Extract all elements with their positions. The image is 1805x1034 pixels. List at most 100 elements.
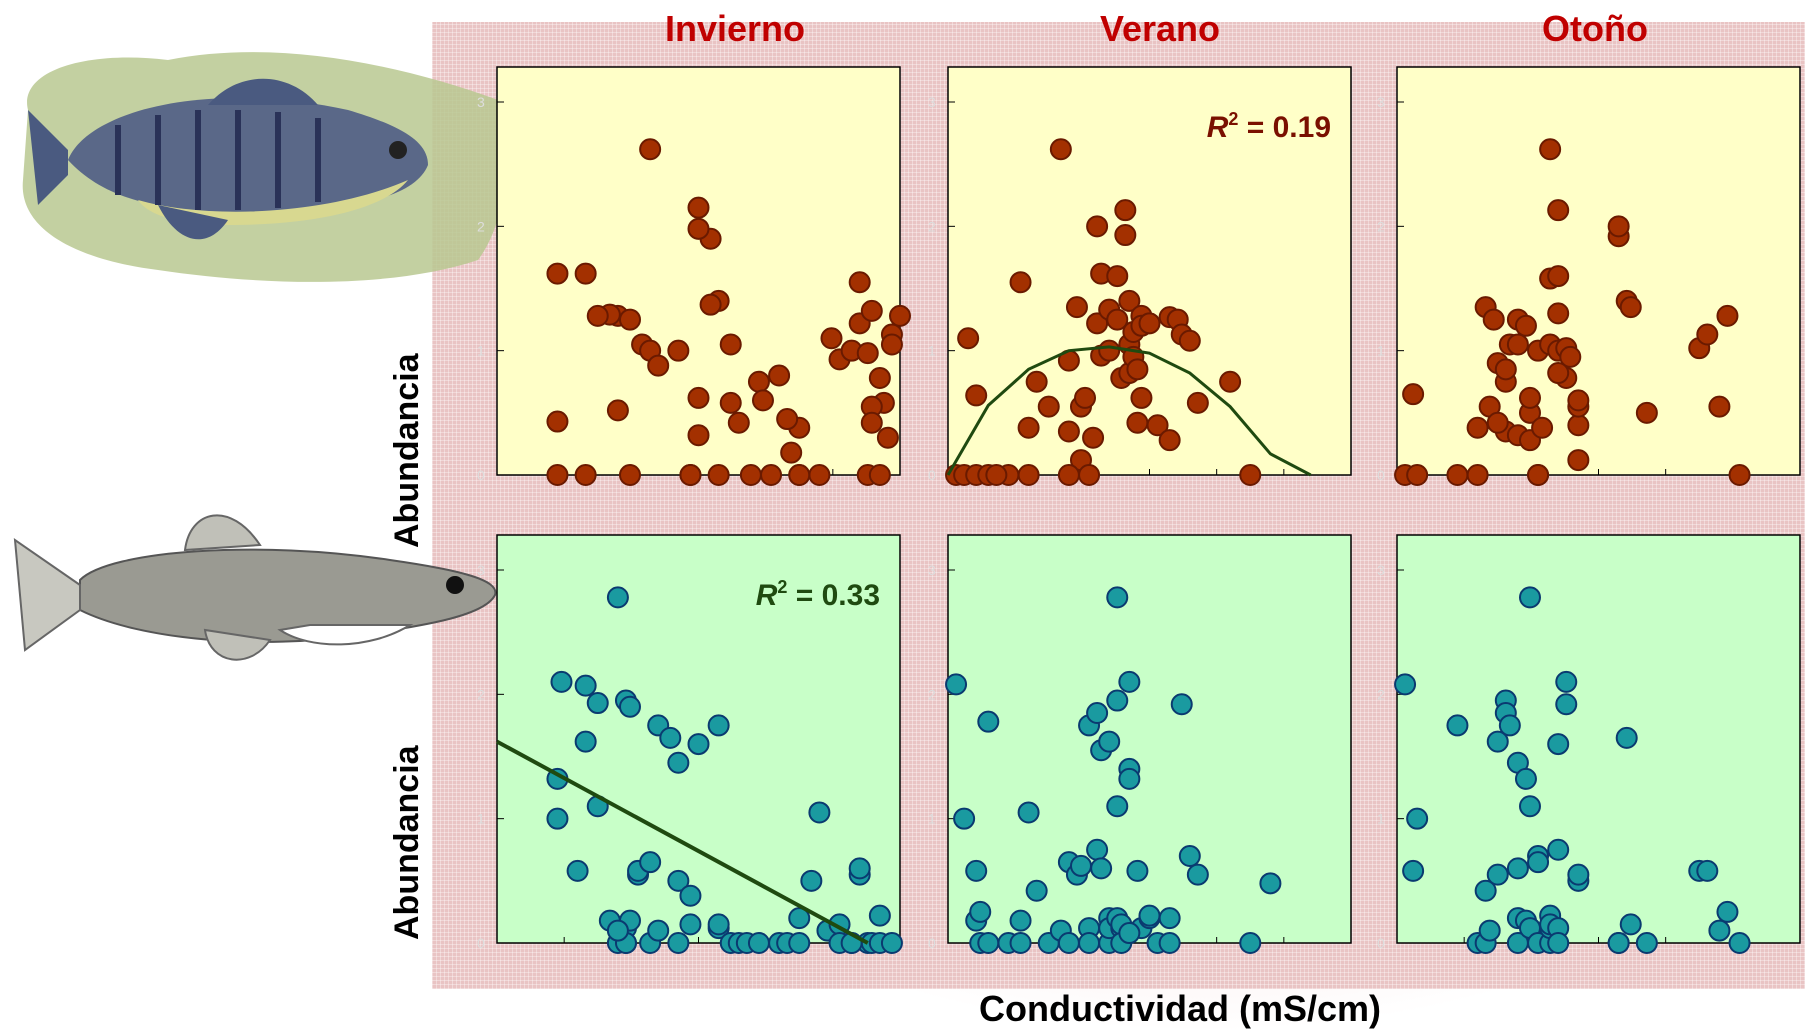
data-point [860, 411, 883, 434]
data-point [1106, 308, 1129, 331]
data-point [1486, 863, 1509, 886]
y-tick-label: 1 [477, 811, 485, 827]
data-point [667, 869, 690, 892]
data-point [1506, 333, 1529, 356]
gray-fish-illustration [13, 514, 497, 661]
data-point [1402, 383, 1425, 406]
data-point [953, 807, 976, 830]
data-point [1186, 391, 1209, 414]
data-point [1178, 844, 1201, 867]
data-point [1158, 932, 1181, 954]
y-tick-label: 3 [477, 94, 485, 110]
data-point [880, 333, 903, 356]
data-point [1486, 411, 1509, 434]
data-point [1547, 838, 1570, 861]
data-point [1025, 370, 1048, 393]
data-point [808, 464, 831, 486]
data-point [1098, 730, 1121, 753]
data-point [889, 304, 911, 327]
data-point [760, 464, 783, 486]
data-point [687, 424, 710, 447]
y-tick-label: 1 [1377, 343, 1385, 359]
x-axis-label: Conductividad (mS/cm) [978, 988, 1382, 1029]
data-point [1138, 904, 1161, 927]
data-point [747, 370, 770, 393]
data-point [848, 857, 871, 880]
data-point [1239, 932, 1262, 954]
data-point [687, 217, 710, 240]
data-point [1146, 414, 1169, 437]
y-tick-label: 2 [477, 686, 485, 702]
y-tick-label: 3 [928, 94, 936, 110]
data-point [1567, 449, 1590, 472]
data-point [1239, 464, 1262, 486]
data-point [1057, 420, 1080, 443]
y-tick-label: 0 [477, 467, 485, 483]
data-point [1506, 857, 1529, 880]
data-point [1567, 863, 1590, 886]
data-point [574, 730, 597, 753]
data-point [1170, 693, 1193, 716]
data-point [1547, 733, 1570, 756]
data-point [667, 339, 690, 362]
data-point [1082, 426, 1105, 449]
data-point [1635, 932, 1658, 954]
data-point [1607, 932, 1630, 954]
data-point [1017, 416, 1040, 439]
data-point [566, 859, 589, 882]
data-point [1518, 586, 1541, 609]
data-point [1619, 296, 1642, 319]
data-point [1567, 414, 1590, 437]
data-point [1090, 857, 1113, 880]
data-point [788, 464, 811, 486]
y-tick-label: 3 [477, 562, 485, 578]
data-point [1009, 271, 1032, 294]
data-point [1049, 138, 1072, 161]
y-tick-label: 2 [928, 218, 936, 234]
data-point [1696, 323, 1719, 346]
data-point [1158, 907, 1181, 930]
data-point [1466, 464, 1489, 486]
data-point [1106, 586, 1129, 609]
data-point [1607, 215, 1630, 238]
data-point [546, 807, 569, 830]
striped-killifish-illustration [22, 52, 507, 282]
data-point [1615, 726, 1638, 749]
data-point [1547, 265, 1570, 288]
data-point [546, 410, 569, 433]
r-squared-annotation: R2 = 0.33 [756, 577, 880, 612]
data-point [1716, 304, 1739, 327]
data-point [1086, 838, 1109, 861]
data-point [780, 441, 803, 464]
data-point [1118, 670, 1141, 693]
data-point [945, 673, 968, 696]
data-point [1037, 395, 1060, 418]
data-point [1498, 714, 1521, 737]
data-point [618, 464, 641, 486]
y-tick-label: 3 [928, 562, 936, 578]
data-point [1017, 464, 1040, 486]
data-point [1118, 289, 1141, 312]
data-point [1057, 932, 1080, 954]
data-point [1057, 464, 1080, 486]
data-point [1696, 859, 1719, 882]
data-point [1114, 199, 1137, 222]
data-point [1716, 900, 1739, 923]
data-point [880, 932, 903, 954]
panel-top-3 [1396, 66, 1801, 476]
data-point [719, 333, 742, 356]
panel-bottom-3 [1396, 534, 1801, 944]
data-point [707, 714, 730, 737]
data-point [1527, 464, 1550, 486]
y-tick-label: 0 [1377, 467, 1385, 483]
y-tick-label: 2 [1377, 218, 1385, 234]
data-point [719, 391, 742, 414]
data-point [1527, 851, 1550, 874]
data-point [1555, 693, 1578, 716]
data-point [1567, 389, 1590, 412]
data-point [1547, 362, 1570, 385]
data-point [1518, 386, 1541, 409]
data-point [1126, 358, 1149, 381]
data-point [1130, 386, 1153, 409]
data-point [1126, 859, 1149, 882]
